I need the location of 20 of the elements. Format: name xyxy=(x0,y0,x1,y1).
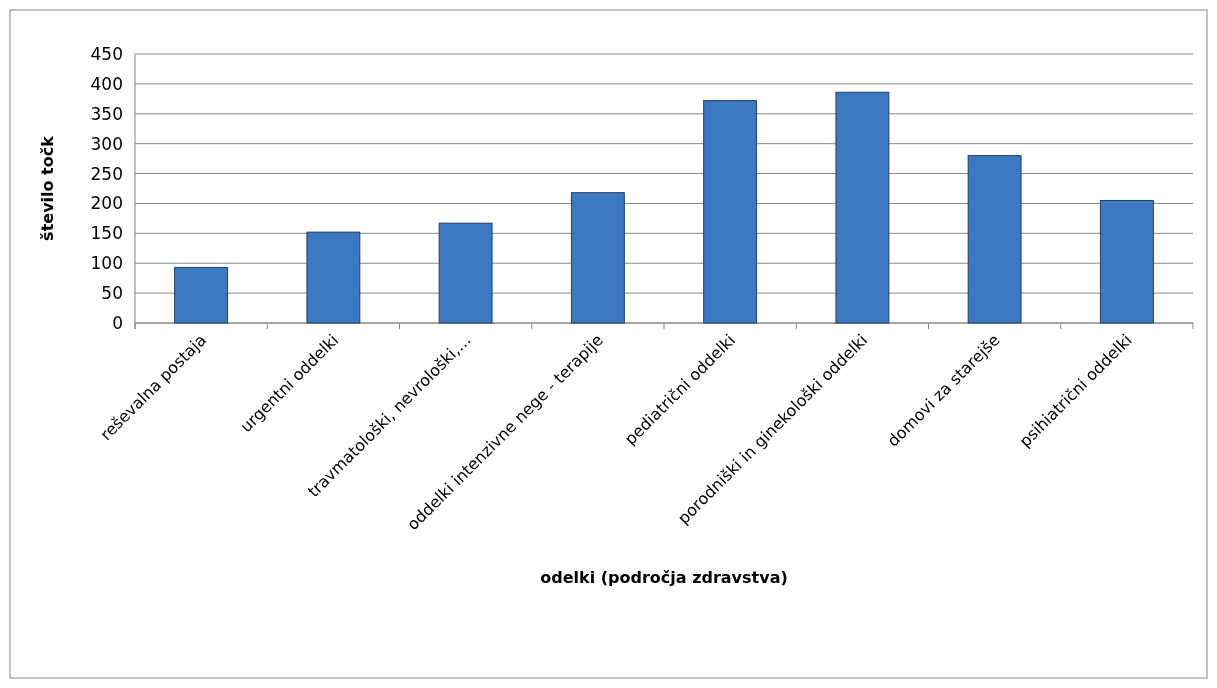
y-tick-label: 200 xyxy=(90,193,123,214)
bar xyxy=(967,155,1022,324)
y-tick-label: 150 xyxy=(90,223,123,244)
y-tick-label: 400 xyxy=(90,73,123,94)
y-tick-label: 0 xyxy=(112,312,123,333)
bar xyxy=(438,222,493,324)
y-tick-label: 250 xyxy=(90,163,123,184)
bar xyxy=(703,100,758,324)
y-tick-label: 350 xyxy=(90,103,123,124)
x-axis-title: odelki (področja zdravstva) xyxy=(540,568,788,587)
bar xyxy=(835,91,890,324)
y-tick-label: 450 xyxy=(90,43,123,64)
y-axis-title: število točk xyxy=(38,135,57,241)
y-tick-label: 300 xyxy=(90,133,123,154)
bar xyxy=(570,192,625,324)
y-tick-label: 50 xyxy=(101,283,123,304)
bar xyxy=(174,266,229,324)
bar xyxy=(306,231,361,324)
y-tick-label: 100 xyxy=(90,253,123,274)
bar xyxy=(1099,199,1154,324)
